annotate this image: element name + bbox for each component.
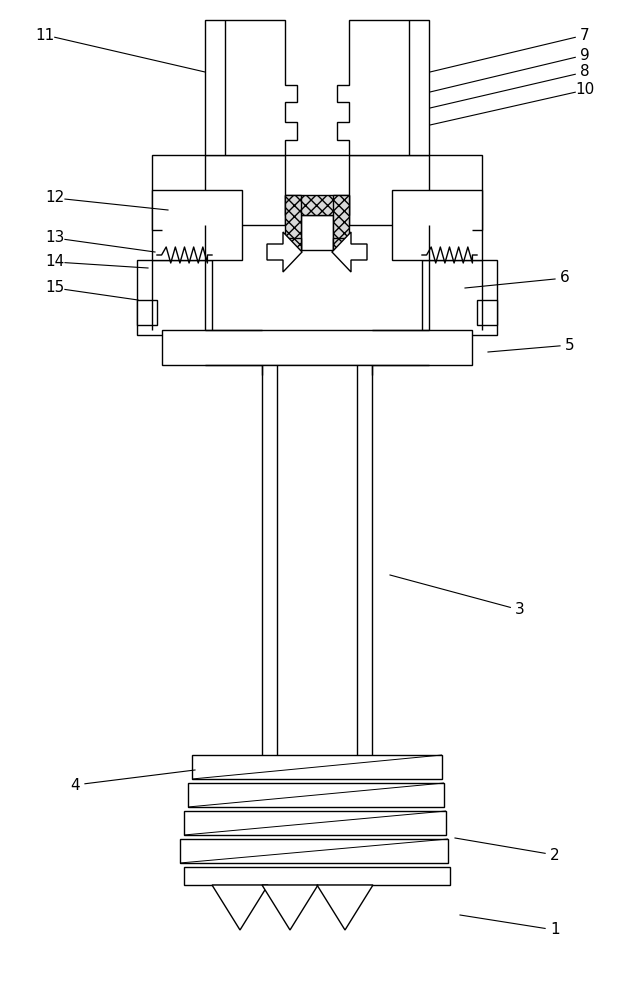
Bar — [137, 300, 157, 325]
Bar — [262, 365, 372, 760]
Bar — [285, 195, 301, 250]
Bar — [285, 195, 349, 215]
Polygon shape — [212, 885, 268, 930]
Text: 15: 15 — [46, 280, 65, 296]
Polygon shape — [337, 20, 429, 155]
Text: 12: 12 — [46, 190, 65, 206]
Polygon shape — [205, 20, 297, 155]
Polygon shape — [332, 232, 367, 272]
Bar — [301, 215, 333, 250]
Text: 5: 5 — [565, 338, 575, 353]
Text: 9: 9 — [580, 47, 590, 62]
Polygon shape — [262, 885, 318, 930]
Bar — [152, 190, 242, 260]
Bar — [137, 260, 212, 335]
Text: 6: 6 — [560, 270, 570, 286]
Bar — [422, 260, 497, 335]
Text: 8: 8 — [580, 64, 590, 80]
Bar — [333, 195, 349, 250]
Bar — [392, 190, 482, 260]
Bar — [184, 811, 446, 835]
Polygon shape — [267, 232, 302, 272]
Text: 1: 1 — [550, 922, 560, 938]
Text: 13: 13 — [45, 231, 65, 245]
Text: 10: 10 — [576, 83, 595, 98]
Text: 4: 4 — [70, 778, 80, 792]
Bar — [152, 155, 482, 225]
Bar — [188, 783, 444, 807]
Text: 2: 2 — [550, 848, 560, 862]
Bar — [180, 839, 448, 863]
Bar — [477, 300, 497, 325]
Bar — [192, 755, 442, 779]
Bar — [184, 867, 450, 885]
Bar — [285, 238, 301, 250]
Text: 3: 3 — [515, 602, 525, 617]
Text: 7: 7 — [580, 27, 590, 42]
Bar — [333, 238, 349, 250]
Text: 11: 11 — [36, 27, 55, 42]
Text: 14: 14 — [46, 254, 65, 269]
Bar — [162, 330, 472, 365]
Polygon shape — [317, 885, 373, 930]
